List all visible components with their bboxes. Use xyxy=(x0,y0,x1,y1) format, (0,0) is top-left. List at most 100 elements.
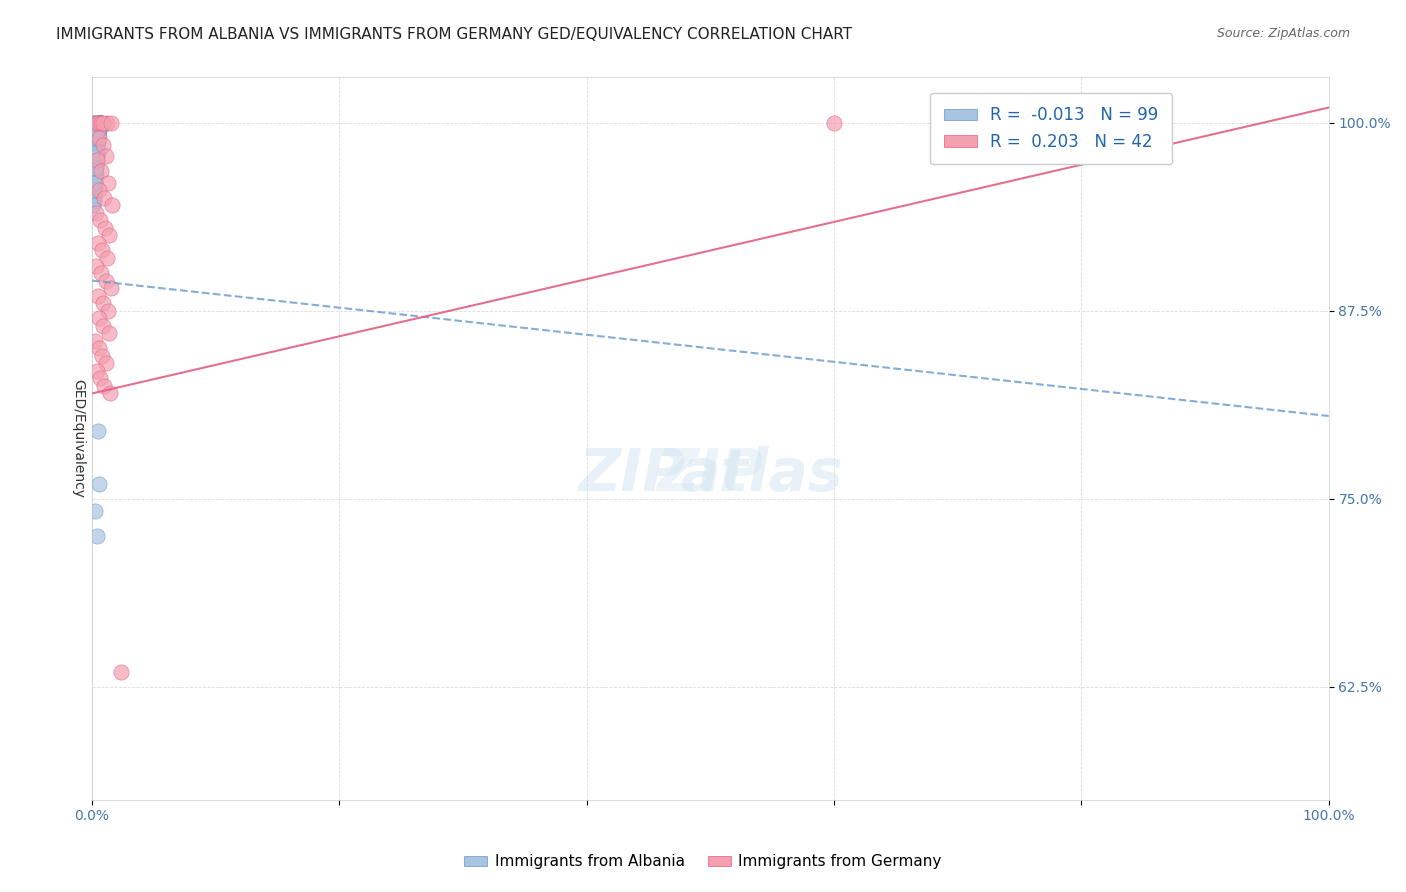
Point xyxy=(90,115,112,129)
Legend: Immigrants from Albania, Immigrants from Germany: Immigrants from Albania, Immigrants from… xyxy=(458,848,948,875)
Point xyxy=(90,115,112,129)
Point xyxy=(87,115,110,129)
Point xyxy=(84,149,107,163)
Point xyxy=(94,274,117,288)
Point xyxy=(86,364,108,378)
Point xyxy=(82,194,104,208)
Point xyxy=(93,191,115,205)
Point xyxy=(87,123,110,137)
Point xyxy=(86,134,108,148)
Point xyxy=(91,296,114,310)
Point xyxy=(83,176,105,190)
Point xyxy=(83,187,105,202)
Point xyxy=(86,145,108,160)
Point xyxy=(84,206,107,220)
Point xyxy=(84,115,107,129)
Text: IMMIGRANTS FROM ALBANIA VS IMMIGRANTS FROM GERMANY GED/EQUIVALENCY CORRELATION C: IMMIGRANTS FROM ALBANIA VS IMMIGRANTS FR… xyxy=(56,27,852,42)
Point xyxy=(87,145,110,160)
Text: ZIP: ZIP xyxy=(657,446,763,503)
Point xyxy=(86,115,108,129)
Point xyxy=(86,130,108,145)
Point xyxy=(83,187,105,202)
Point xyxy=(86,130,108,145)
Point xyxy=(87,235,110,250)
Point xyxy=(83,187,105,202)
Point xyxy=(86,138,108,153)
Point xyxy=(84,168,107,182)
Point xyxy=(84,153,107,168)
Point xyxy=(89,130,111,145)
Point xyxy=(86,153,108,168)
Point xyxy=(87,119,110,133)
Point xyxy=(82,198,104,212)
Point xyxy=(86,288,108,302)
Point xyxy=(83,163,105,178)
Point xyxy=(100,115,122,129)
Point xyxy=(87,123,110,137)
Point xyxy=(84,158,107,172)
Point xyxy=(87,119,110,133)
Point xyxy=(91,138,114,153)
Point xyxy=(83,173,105,187)
Point xyxy=(86,134,108,148)
Point xyxy=(84,153,107,168)
Text: Source: ZipAtlas.com: Source: ZipAtlas.com xyxy=(1216,27,1350,40)
Point xyxy=(101,198,124,212)
Point xyxy=(86,138,108,153)
Point xyxy=(84,145,107,160)
Point xyxy=(83,183,105,197)
Point xyxy=(89,115,111,129)
Point xyxy=(84,504,107,518)
Point xyxy=(89,115,111,129)
Point xyxy=(84,161,107,175)
Point xyxy=(84,158,107,172)
Point xyxy=(86,529,108,543)
Point xyxy=(110,665,132,679)
Point xyxy=(90,115,112,129)
Point xyxy=(96,303,118,318)
Point xyxy=(84,334,107,348)
Point xyxy=(89,213,111,227)
Point xyxy=(100,281,122,295)
Point xyxy=(84,168,107,182)
Point xyxy=(87,183,110,197)
Point xyxy=(87,123,110,137)
Point xyxy=(86,143,108,157)
Point xyxy=(83,176,105,190)
Point xyxy=(86,134,108,148)
Point xyxy=(90,266,112,280)
Point xyxy=(97,326,120,341)
Point xyxy=(89,115,111,129)
Point xyxy=(93,379,115,393)
Point xyxy=(89,371,111,385)
Point xyxy=(83,176,105,190)
Point xyxy=(87,115,110,129)
Point xyxy=(83,183,105,197)
Point xyxy=(83,178,105,193)
Point xyxy=(84,158,107,172)
Point xyxy=(83,163,105,178)
Point xyxy=(84,161,107,175)
Point xyxy=(82,153,104,168)
Point xyxy=(87,128,110,142)
Point xyxy=(84,161,107,175)
Point xyxy=(84,153,107,168)
Text: ZIPatlas: ZIPatlas xyxy=(578,446,842,503)
Y-axis label: GED/Equivalency: GED/Equivalency xyxy=(72,379,86,498)
Point xyxy=(87,341,110,355)
Point xyxy=(86,143,108,157)
Point xyxy=(90,349,112,363)
Point xyxy=(823,115,845,129)
Point xyxy=(83,183,105,197)
Point xyxy=(90,115,112,129)
Point xyxy=(86,138,108,153)
Point xyxy=(89,115,111,129)
Point xyxy=(96,356,118,370)
Point xyxy=(83,191,105,205)
Point xyxy=(87,130,110,145)
Point xyxy=(83,178,105,193)
Point xyxy=(93,318,115,333)
Point xyxy=(98,386,121,401)
Point xyxy=(87,123,110,137)
Point xyxy=(89,115,111,129)
